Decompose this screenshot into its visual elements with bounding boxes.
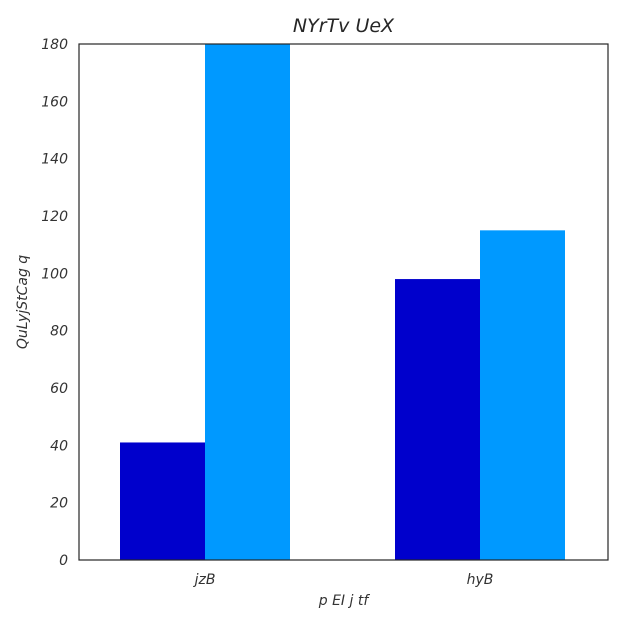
y-tick-label: 140	[41, 152, 68, 168]
plot-frame	[78, 43, 609, 561]
y-tick-label: 80	[50, 324, 68, 340]
y-axis-label: QuLyjStCag q	[15, 255, 31, 349]
bars-group	[120, 44, 565, 561]
bar-jzB-series-1	[120, 442, 205, 560]
bar-hyB-series-1	[395, 279, 480, 560]
y-tick-label: 160	[41, 94, 68, 110]
chart-title: NYrTv UeX	[293, 15, 395, 37]
x-axis-label: p EI j tf	[318, 593, 371, 609]
y-tick-label: 20	[50, 496, 68, 512]
y-tick-label: 120	[41, 209, 68, 225]
y-axis-ticks: 0 20 40 60 80 100 120 140 160 180	[41, 37, 68, 569]
y-tick-label: 100	[41, 266, 68, 282]
y-tick-label: 40	[50, 438, 68, 454]
y-tick-label: 0	[59, 553, 68, 569]
x-tick-label: hyB	[467, 572, 494, 588]
x-tick-label: jzB	[193, 572, 216, 588]
bar-jzB-series-2	[205, 44, 290, 560]
y-tick-label: 60	[50, 381, 68, 397]
x-axis-ticks: jzB hyB	[193, 572, 494, 588]
y-tick-label: 180	[41, 37, 68, 53]
bar-hyB-series-2	[480, 230, 565, 561]
